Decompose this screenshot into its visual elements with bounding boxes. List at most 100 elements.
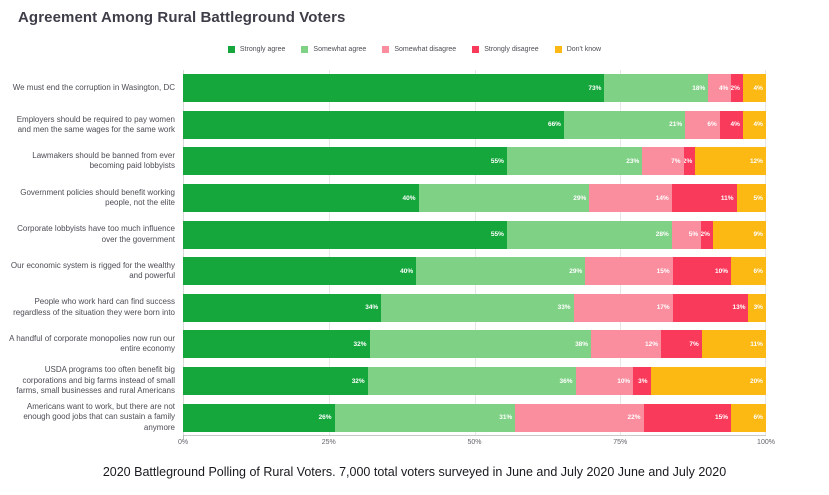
bar-segment: 6% [730,257,766,286]
bar-track: 40% 29% 14% 11% 5% [183,184,766,213]
bar-segment: 6% [730,403,766,432]
legend-label: Don't know [566,46,602,53]
bar-segment: 38% [369,330,592,359]
chart-row: Lawmakers should be banned from ever bec… [8,143,829,180]
bar-segment: 13% [672,293,749,322]
chart-rows: We must end the corruption in Wasington,… [8,70,829,436]
legend: Strongly agree Somewhat agree Somewhat dis… [0,46,829,53]
chart-row: USDA programs too often benefit big corp… [8,363,829,400]
x-tick-label: 0% [177,439,189,446]
row-label: Employers should be required to pay wome… [16,114,175,134]
bar-segment: 11% [671,184,737,213]
chart-row: Americans want to work, but there are no… [8,399,829,436]
bar-track: 40% 29% 15% 10% 6% [183,257,766,286]
legend-item-1: Somewhat agree [301,46,366,53]
bar-segment: 10% [575,367,634,396]
bar-segment: 32% [183,330,370,359]
bar-segment: 2% [701,220,713,249]
chart-row: Employers should be required to pay wome… [8,107,829,144]
bar-segment: 34% [183,293,382,322]
chart-caption: 2020 Battleground Polling of Rural Voter… [102,465,727,479]
chart-row: A handful of corporate monopolies now ru… [8,326,829,363]
bar-segment: 7% [661,330,702,359]
chart-row: Government policies should benefit worki… [8,180,829,217]
legend-swatch-icon [382,46,390,53]
bar-segment: 12% [695,147,766,176]
bar-segment: 7% [642,147,684,176]
x-tick-label: 25% [321,439,336,446]
legend-label: Somewhat agree [313,46,367,53]
bar-segment: 5% [671,220,702,249]
chart-row: People who work hard can find success re… [8,290,829,327]
bar-segment: 14% [589,184,672,213]
bar-segment: 4% [708,74,732,103]
bar-track: 55% 23% 7% 2% 12% [183,147,766,176]
legend-swatch-icon [472,46,480,53]
x-axis: 0% 25% 50% 75% 100% [178,439,775,451]
chart-row: We must end the corruption in Wasington,… [8,70,829,107]
legend-swatch-icon [554,46,562,53]
bar-segment: 2% [731,74,743,103]
bar-segment: 5% [736,184,766,213]
bar-track: 55% 28% 5% 2% 9% [183,220,766,249]
bar-segment: 32% [183,367,368,396]
legend-item-0: Strongly agree [227,46,286,53]
bar-segment: 12% [591,330,662,359]
row-label: Lawmakers should be banned from ever bec… [32,151,175,171]
bar-segment: 29% [416,257,586,286]
bar-segment: 10% [672,257,731,286]
bar-segment: 6% [685,110,720,139]
bar-segment: 28% [506,220,672,249]
bar-track: 32% 38% 12% 7% 11% [183,330,766,359]
legend-label: Strongly disagree [484,46,539,53]
bar-segment: 31% [334,403,516,432]
bar-segment: 9% [712,220,766,249]
bar-track: 34% 33% 17% 13% 3% [183,293,766,322]
bar-segment: 21% [563,110,686,139]
legend-item-3: Strongly disagree [472,46,539,53]
bar-segment: 66% [183,110,564,139]
chart-row: Our economic system is rigged for the we… [8,253,829,290]
bar-segment: 55% [183,220,507,249]
x-tick-label: 50% [467,439,482,446]
bar-segment: 18% [604,74,709,103]
bar-segment: 20% [650,367,766,396]
bar-segment: 40% [183,184,419,213]
chart-row: Corporate lobbyists have too much influe… [8,216,829,253]
bar-segment: 23% [506,147,643,176]
bar-track: 73% 18% 4% 2% 4% [183,74,766,103]
row-label: Our economic system is rigged for the we… [10,260,175,281]
bar-segment: 73% [183,74,605,103]
bar-segment: 22% [515,403,644,432]
bar-segment: 55% [183,147,507,176]
x-tick-label: 75% [613,439,628,446]
row-label: Corporate lobbyists have too much influe… [17,224,175,244]
legend-item-2: Somewhat disagree [382,46,456,53]
bar-track: 32% 36% 10% 3% 20% [183,367,766,396]
bar-segment: 4% [742,110,766,139]
bar-segment: 3% [748,293,766,322]
legend-swatch-icon [227,46,235,53]
row-label: Government policies should benefit worki… [20,187,175,208]
legend-label: Strongly agree [239,46,286,53]
chart-title: Agreement Among Rural Battleground Voter… [18,9,346,26]
row-label: Americans want to work, but there are no… [23,402,175,432]
bar-segment: 36% [367,367,576,396]
bar-segment: 4% [719,110,743,139]
legend-item-4: Don't know [554,46,602,53]
bar-segment: 4% [742,74,766,103]
stacked-bar-chart: We must end the corruption in Wasington,… [8,70,829,446]
row-label: USDA programs too often benefit big corp… [16,365,175,396]
bar-segment: 29% [418,184,590,213]
legend-label: Somewhat disagree [394,46,457,53]
legend-swatch-icon [301,46,309,53]
bar-track: 66% 21% 6% 4% 4% [183,110,766,139]
bar-segment: 2% [683,147,696,176]
row-label: We must end the corruption in Wasington,… [12,83,175,93]
row-label: People who work hard can find success re… [13,297,175,317]
bar-segment: 40% [183,257,417,286]
x-tick-label: 100% [757,439,775,446]
bar-segment: 15% [643,403,731,432]
row-label: A handful of corporate monopolies now ru… [9,334,175,354]
